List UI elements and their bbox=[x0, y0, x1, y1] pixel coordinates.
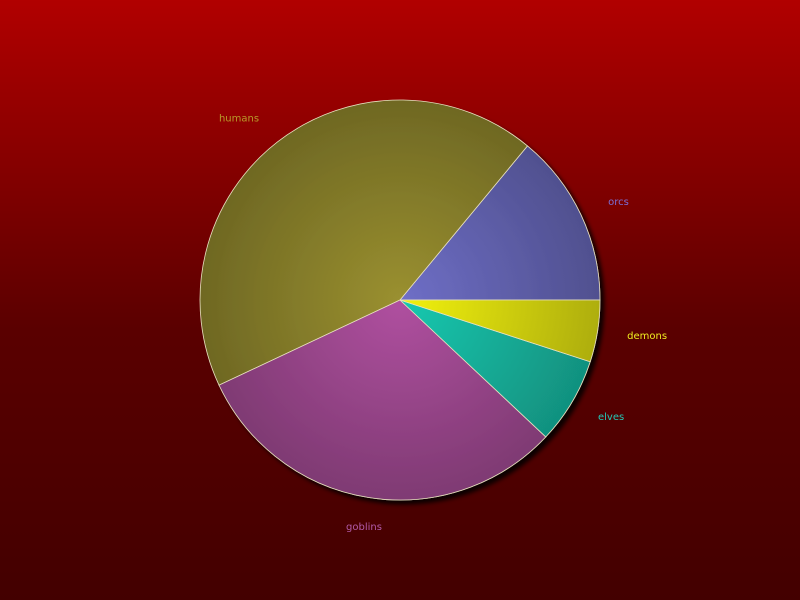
pie-label-elves: elves bbox=[598, 412, 624, 423]
pie-slice-demons bbox=[399, 299, 601, 363]
pie-label-goblins: goblins bbox=[346, 522, 382, 533]
pie-slice-orcs bbox=[399, 145, 601, 301]
pie-slices bbox=[199, 99, 601, 501]
pie-slice-goblins bbox=[218, 299, 547, 501]
pie-label-demons: demons bbox=[627, 331, 667, 342]
pie-label-orcs: orcs bbox=[608, 197, 629, 208]
pie-label-humans: humans bbox=[219, 113, 259, 124]
pie-labels: orcs humans goblins elves demons bbox=[219, 113, 667, 533]
pie-slice-humans bbox=[199, 99, 529, 386]
